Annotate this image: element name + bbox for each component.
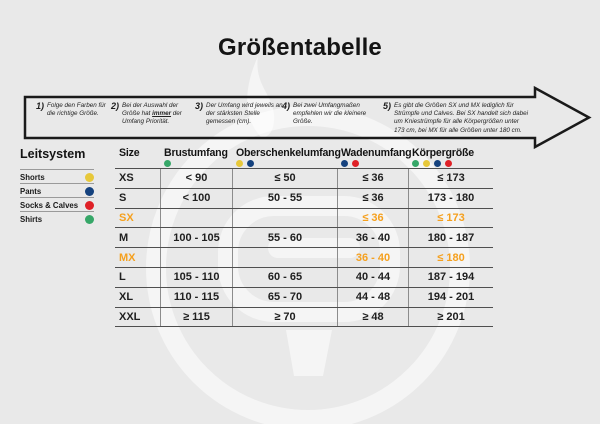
cell-koerpergroesse: 194 - 201 [408, 287, 493, 307]
legend-title: Leitsystem [20, 147, 86, 161]
step-text: Bei zwei Umfangmaßen empfehlen wir die k… [293, 102, 367, 126]
cell-koerpergroesse: 173 - 180 [408, 188, 493, 208]
yellow-dot-icon [85, 172, 94, 182]
table-row-xxl: XXL ≥ 115 ≥ 70 ≥ 48 ≥ 201 [115, 307, 493, 328]
step-item-5: 5) Es gibt die Größen SX und MX lediglic… [383, 101, 529, 135]
step-text: Es gibt die Größen SX und MX lediglich f… [394, 102, 529, 134]
step-item-3: 3) Der Umfang wird jeweils an der stärks… [195, 101, 287, 127]
legend-item-label: Pants [20, 186, 42, 196]
legend-item-shorts: Shorts [20, 169, 94, 183]
table-row-m: M 100 - 105 55 - 60 36 - 40 180 - 187 [115, 228, 493, 249]
cell-brustumfang [160, 208, 232, 228]
cell-size: S [119, 192, 127, 205]
cell-brustumfang [160, 248, 232, 267]
cell-oberschenkelumfang [232, 208, 337, 228]
cell-size: SX [119, 211, 134, 224]
header-cell-oberschenkelumfang: Oberschenkelumfang [232, 146, 341, 168]
blue-dot-icon [434, 160, 441, 167]
cell-oberschenkelumfang: 65 - 70 [232, 287, 337, 307]
legend-item-label: Shirts [20, 214, 43, 224]
table-row-mx: MX 36 - 40 ≤ 180 [115, 248, 493, 268]
size-table: Size Brustumfang Oberschenkelumfang Wade… [115, 146, 493, 328]
cell-brustumfang: ≥ 115 [160, 307, 232, 327]
step-number: 4) [282, 101, 291, 111]
cell-koerpergroesse: ≤ 173 [408, 208, 493, 228]
green-dot-icon [85, 214, 94, 224]
table-row-xl: XL 110 - 115 65 - 70 44 - 48 194 - 201 [115, 287, 493, 308]
step-text: Der Umfang wird jeweils an der stärksten… [206, 102, 283, 126]
step-number: 1) [36, 101, 45, 111]
yellow-dot-icon [236, 160, 243, 167]
cell-wadenumfang: 44 - 48 [337, 287, 408, 307]
cell-koerpergroesse: 187 - 194 [408, 267, 493, 287]
blue-dot-icon [85, 186, 94, 196]
legend-item-socks-calves: Socks & Calves [20, 197, 94, 211]
cell-oberschenkelumfang [232, 248, 337, 267]
cell-brustumfang: 105 - 110 [160, 267, 232, 287]
step-text: Folge den Farben für die richtige Größe. [47, 102, 106, 118]
table-row-s: S < 100 50 - 55 ≤ 36 173 - 180 [115, 188, 493, 209]
header-cell-wadenumfang: Wadenumfang [337, 146, 412, 168]
cell-oberschenkelumfang: 60 - 65 [232, 267, 337, 287]
step-item-4: 4) Bei zwei Umfangmaßen empfehlen wir di… [282, 101, 370, 127]
cell-oberschenkelumfang: ≤ 50 [232, 169, 337, 188]
header-cell-size: Size [119, 147, 140, 159]
step-text: Bei der Auswahl der Größe hat immer der … [122, 102, 182, 126]
cell-brustumfang: < 90 [160, 169, 232, 188]
steps-banner: 1) Folge den Farben für die richtige Grö… [25, 99, 533, 137]
cell-oberschenkelumfang: 50 - 55 [232, 188, 337, 208]
step-number: 5) [383, 101, 392, 111]
cell-brustumfang: 110 - 115 [160, 287, 232, 307]
cell-wadenumfang: 36 - 40 [337, 228, 408, 248]
cell-oberschenkelumfang: 55 - 60 [232, 228, 337, 248]
cell-wadenumfang: ≥ 48 [337, 307, 408, 327]
cell-koerpergroesse: ≤ 173 [408, 169, 493, 188]
cell-koerpergroesse: 180 - 187 [408, 228, 493, 248]
cell-koerpergroesse: ≤ 180 [408, 248, 493, 267]
red-dot-icon [85, 200, 94, 210]
green-dot-icon [164, 160, 171, 167]
green-dot-icon [412, 160, 419, 167]
cell-size: XXL [119, 310, 141, 323]
cell-size: MX [119, 251, 136, 264]
legend-item-label: Socks & Calves [20, 200, 79, 210]
legend: Leitsystem Shorts Pants Socks & Calves S… [20, 147, 94, 225]
table-row-l: L 105 - 110 60 - 65 40 - 44 187 - 194 [115, 267, 493, 288]
cell-wadenumfang: 40 - 44 [337, 267, 408, 287]
step-number: 2) [111, 101, 120, 111]
cell-size: L [119, 271, 126, 284]
page-title: Größentabelle [218, 34, 382, 61]
cell-oberschenkelumfang: ≥ 70 [232, 307, 337, 327]
blue-dot-icon [341, 160, 348, 167]
cell-size: M [119, 231, 129, 244]
step-item-1: 1) Folge den Farben für die richtige Grö… [36, 101, 108, 118]
step-item-2: 2) Bei der Auswahl der Größe hat immer d… [111, 101, 189, 127]
step-number: 3) [195, 101, 204, 111]
cell-brustumfang: < 100 [160, 188, 232, 208]
cell-wadenumfang: ≤ 36 [337, 208, 408, 228]
header-cell-koerpergroesse: Körpergröße [408, 146, 493, 168]
table-row-sx: SX ≤ 36 ≤ 173 [115, 208, 493, 229]
cell-wadenumfang: ≤ 36 [337, 188, 408, 208]
cell-brustumfang: 100 - 105 [160, 228, 232, 248]
yellow-dot-icon [423, 160, 430, 167]
header-cell-brustumfang: Brustumfang [160, 146, 232, 168]
table-header-row: Size Brustumfang Oberschenkelumfang Wade… [115, 146, 493, 169]
legend-item-label: Shorts [20, 172, 45, 182]
legend-item-shirts: Shirts [20, 211, 94, 225]
blue-dot-icon [247, 160, 254, 167]
cell-koerpergroesse: ≥ 201 [408, 307, 493, 327]
cell-size: XL [119, 291, 134, 304]
red-dot-icon [352, 160, 359, 167]
red-dot-icon [445, 160, 452, 167]
table-row-xs: XS < 90 ≤ 50 ≤ 36 ≤ 173 [115, 169, 493, 189]
cell-size: XS [119, 172, 134, 185]
legend-item-pants: Pants [20, 183, 94, 197]
cell-wadenumfang: 36 - 40 [337, 248, 408, 267]
cell-wadenumfang: ≤ 36 [337, 169, 408, 188]
